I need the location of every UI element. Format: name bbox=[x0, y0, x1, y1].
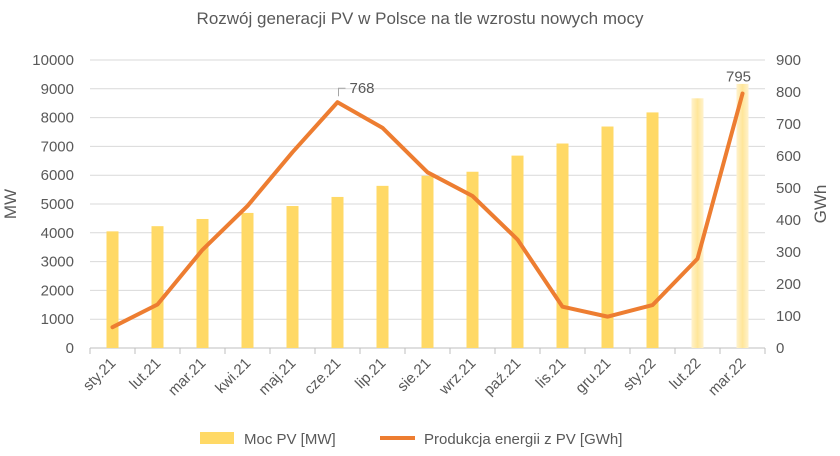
x-tick-label: mar.22 bbox=[705, 355, 749, 399]
x-tick-label: sty.21 bbox=[80, 355, 120, 395]
bar-paź.21 bbox=[511, 155, 524, 348]
data-label-leader bbox=[338, 87, 346, 97]
y-tick-label: 8000 bbox=[41, 110, 74, 127]
x-tick-label: lis.21 bbox=[533, 355, 570, 392]
y2-tick-label: 300 bbox=[776, 244, 801, 261]
y2-tick-label: 900 bbox=[776, 52, 801, 69]
y2-tick-label: 700 bbox=[776, 116, 801, 133]
y-tick-label: 5000 bbox=[41, 196, 74, 213]
legend: Moc PV [MW] Produkcja energii z PV [GWh] bbox=[200, 431, 622, 448]
y-tick-label: 10000 bbox=[32, 52, 74, 69]
bar-sie.21 bbox=[421, 175, 434, 348]
bar-sty.22 bbox=[646, 112, 659, 348]
legend-swatch-bar bbox=[200, 432, 234, 444]
y-tick-label: 6000 bbox=[41, 167, 74, 184]
x-tick-label: sie.21 bbox=[394, 355, 434, 395]
bar-mar.21 bbox=[196, 218, 209, 348]
data-label: 768 bbox=[350, 80, 375, 97]
x-tick-label: sty.22 bbox=[620, 355, 660, 395]
x-tick-label: wrz.21 bbox=[435, 355, 479, 399]
bar-lip.21 bbox=[376, 185, 389, 348]
y2-tick-label: 500 bbox=[776, 180, 801, 197]
y2-tick-label: 400 bbox=[776, 212, 801, 229]
y-axis-label: MW bbox=[1, 189, 20, 219]
y2-tick-label: 600 bbox=[776, 148, 801, 165]
legend-label-line: Produkcja energii z PV [GWh] bbox=[424, 431, 622, 448]
y-tick-label: 9000 bbox=[41, 81, 74, 98]
x-tick-label: lut.21 bbox=[126, 355, 164, 393]
chart-title: Rozwój generacji PV w Polsce na tle wzro… bbox=[197, 9, 644, 28]
legend-label-bar: Moc PV [MW] bbox=[244, 431, 336, 448]
y2-tick-label: 800 bbox=[776, 84, 801, 101]
y2-tick-label: 0 bbox=[776, 340, 784, 357]
bar-wrz.21 bbox=[466, 171, 479, 348]
bar-mar.22 bbox=[736, 83, 749, 349]
bar-lut.21 bbox=[151, 226, 164, 348]
y-tick-label: 2000 bbox=[41, 282, 74, 299]
x-tick-label: maj.21 bbox=[255, 355, 299, 399]
bar-lis.21 bbox=[556, 143, 569, 348]
y-tick-label: 0 bbox=[66, 340, 74, 357]
bar-gru.21 bbox=[601, 126, 614, 348]
bar-kwi.21 bbox=[241, 212, 254, 348]
data-label: 795 bbox=[726, 69, 751, 86]
y2-axis-label: GWh bbox=[811, 185, 830, 224]
x-tick-label: mar.21 bbox=[165, 355, 209, 399]
y2-tick-label: 100 bbox=[776, 308, 801, 325]
x-tick-label: paź.21 bbox=[480, 355, 524, 399]
bar-cze.21 bbox=[331, 196, 344, 348]
x-tick-label: cze.21 bbox=[301, 355, 344, 398]
bar-maj.21 bbox=[286, 206, 299, 348]
bar-sty.21 bbox=[106, 231, 119, 348]
y-tick-label: 7000 bbox=[41, 138, 74, 155]
bar-lut.22 bbox=[691, 98, 704, 348]
y-tick-label: 3000 bbox=[41, 254, 74, 271]
y-tick-label: 1000 bbox=[41, 311, 74, 328]
x-tick-label: lip.21 bbox=[352, 355, 389, 392]
y-tick-label: 4000 bbox=[41, 225, 74, 242]
x-tick-label: kwi.21 bbox=[212, 355, 254, 397]
x-tick-label: gru.21 bbox=[572, 355, 614, 397]
x-tick-label: lut.22 bbox=[666, 355, 704, 393]
y2-tick-label: 200 bbox=[776, 276, 801, 293]
